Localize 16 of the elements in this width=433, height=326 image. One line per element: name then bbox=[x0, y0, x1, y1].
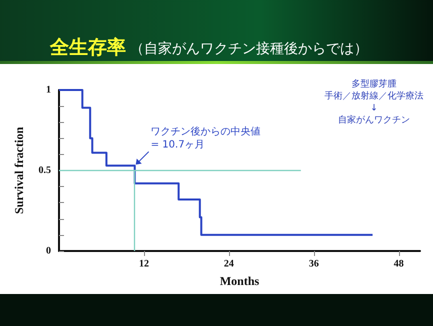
x-tick-label: 24 bbox=[224, 258, 234, 270]
chart-subtitle: （自家がんワクチン接種後からでは） bbox=[130, 41, 368, 57]
text: 多型膠芽腫 bbox=[352, 78, 396, 90]
annotation: ↓ bbox=[370, 104, 378, 114]
y-tick-label: 0.5 bbox=[38, 165, 51, 176]
x-tick-label: 48 bbox=[394, 258, 404, 270]
y-tick-label: 1 bbox=[46, 84, 51, 96]
y-tick-label: 0 bbox=[46, 246, 51, 256]
chart-title: 全生存率 bbox=[49, 36, 126, 58]
x-tick-label: 36 bbox=[308, 258, 319, 270]
annotation: 手術／放射線／化学療法 bbox=[324, 90, 424, 102]
x-tick-label: 12 bbox=[138, 258, 149, 270]
x-axis-title: Months bbox=[220, 274, 260, 288]
annotation: 自家がんワクチン bbox=[338, 114, 410, 126]
y-axis-title: Survival fraction bbox=[12, 126, 26, 214]
annotation: ワクチン後からの中央値 = 10.7ヶ月 bbox=[150, 126, 261, 151]
